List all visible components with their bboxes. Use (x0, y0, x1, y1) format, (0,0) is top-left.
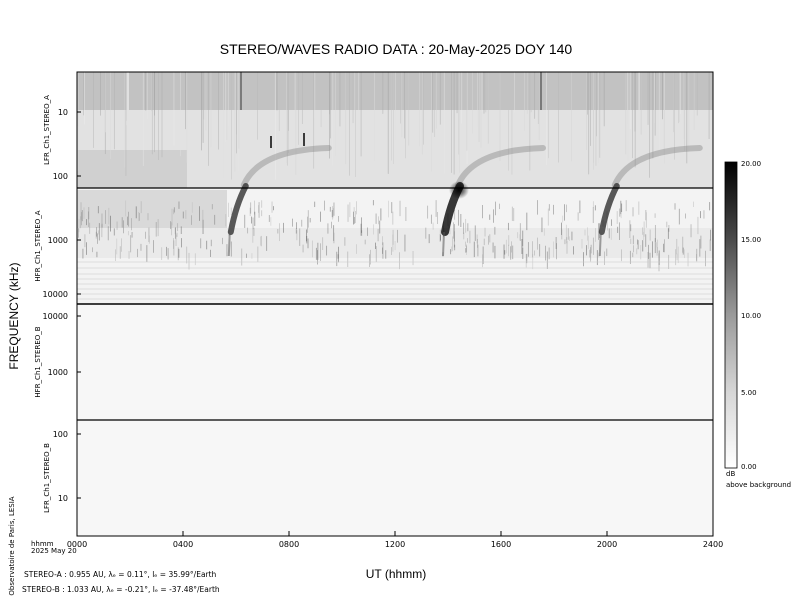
x-tick-label: 2000 (597, 540, 617, 549)
x-unit-label: hhmm (31, 540, 54, 548)
x-tick-label: 0800 (279, 540, 299, 549)
panel-lfr-stereo-a (77, 72, 713, 188)
y-tick-label: 10 (58, 108, 68, 117)
chart-title: STEREO/WAVES RADIO DATA : 20-May-2025 DO… (220, 41, 573, 57)
panel-name: HFR_Ch1_STEREO_A (34, 210, 42, 281)
colorbar-tick-label: 5.00 (741, 389, 757, 397)
colorbar-tick-label: 0.00 (741, 463, 757, 471)
type-iii-burst (227, 145, 332, 257)
x-axis-label: UT (hhmm) (366, 567, 426, 581)
colorbar-scale (724, 161, 738, 469)
date-label: 2025 May 20 (31, 547, 77, 555)
x-tick-label: 0400 (173, 540, 193, 549)
colorbar-tick-label: 15.00 (741, 236, 761, 244)
burst-drift-high (227, 183, 249, 235)
panel-lfr-stereo-b (77, 420, 713, 536)
x-tick-label: 0000 (67, 540, 87, 549)
type-iii-burst (598, 145, 703, 257)
colorbar-tick-label: 10.00 (741, 312, 761, 320)
burst-drift-low (611, 145, 703, 188)
burst-tail (598, 231, 602, 257)
y-ticks: 10 100 1000 10000 10000 1000 100 10 (43, 108, 81, 503)
burst-drift-low (240, 145, 332, 188)
spectrogram-texture (77, 72, 713, 300)
y-axis-label: FREQUENCY (kHz) (7, 262, 21, 369)
panel-name: HFR_Ch1_STEREO_B (34, 326, 42, 397)
x-tick-label: 1600 (491, 540, 511, 549)
burst-tail (442, 231, 445, 257)
y-tick-label: 100 (53, 430, 68, 439)
panel-hfr-stereo-b (77, 304, 713, 420)
credit-text: Observatoire de Paris, LESIA (8, 496, 16, 595)
x-tick-label: 2400 (703, 540, 723, 549)
stereo-b-position: STEREO-B : 1.033 AU, λₑ = -0.21°, lₑ = -… (22, 585, 220, 594)
x-ticks: 0000 0400 0800 1200 1600 2000 2400 (67, 531, 723, 549)
burst-drift-low (455, 145, 546, 188)
burst-tail (227, 231, 231, 257)
panel-name: LFR_Ch1_STEREO_B (43, 443, 51, 513)
y-tick-label: 1000 (48, 236, 68, 245)
burst-drift-high (598, 183, 620, 235)
y-tick-label: 1000 (48, 368, 68, 377)
colorbar: 20.00 15.00 10.00 5.00 0.00 dB above bac… (724, 160, 791, 489)
stereo-a-position: STEREO-A : 0.955 AU, λₑ = 0.11°, lₑ = 35… (24, 570, 217, 579)
type-iii-burst (441, 145, 546, 257)
colorbar-unit-sublabel: above background (726, 481, 791, 489)
burst-core (449, 181, 469, 199)
colorbar-unit: dB (726, 470, 735, 478)
y-tick-label: 10000 (43, 290, 68, 299)
colorbar-tick-label: 20.00 (741, 160, 761, 168)
panel-name: LFR_Ch1_STEREO_A (43, 95, 51, 165)
y-tick-label: 10 (58, 494, 68, 503)
y-tick-label: 100 (53, 172, 68, 181)
x-tick-label: 1200 (385, 540, 405, 549)
burst-marks (227, 145, 703, 257)
y-tick-label: 10000 (43, 312, 68, 321)
